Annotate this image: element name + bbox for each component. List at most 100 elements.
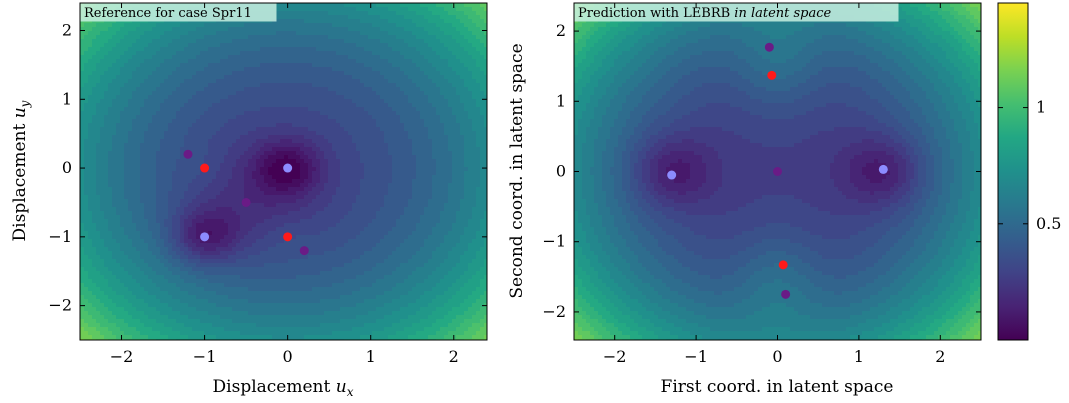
heatmap-cell: [256, 67, 261, 72]
heatmap-cell: [396, 35, 401, 40]
heatmap-cell: [172, 131, 177, 136]
heatmap-cell: [240, 79, 245, 84]
heatmap-cell: [196, 87, 201, 92]
heatmap-cell: [228, 99, 233, 104]
heatmap-cell: [328, 111, 333, 116]
heatmap-cell: [120, 111, 125, 116]
heatmap-cell: [156, 75, 161, 80]
heatmap-cell: [184, 39, 189, 44]
heatmap-cell: [396, 71, 401, 76]
heatmap-cell: [452, 187, 457, 192]
heatmap-cell: [452, 55, 457, 60]
heatmap-cell: [436, 111, 441, 116]
heatmap-cell: [96, 47, 101, 52]
heatmap-cell: [384, 119, 389, 124]
heatmap-cell: [252, 103, 257, 108]
heatmap-cell: [260, 163, 265, 168]
heatmap-cell: [128, 163, 133, 168]
heatmap-cell: [468, 87, 473, 92]
heatmap-cell: [276, 79, 281, 84]
heatmap-cell: [88, 71, 93, 76]
heatmap-cell: [248, 35, 253, 40]
heatmap-cell: [304, 3, 309, 8]
heatmap-cell: [160, 107, 165, 112]
heatmap-cell: [120, 127, 125, 132]
heatmap-cell: [140, 175, 145, 180]
heatmap-cell: [268, 111, 273, 116]
heatmap-cell: [228, 167, 233, 172]
heatmap-cell: [384, 35, 389, 40]
heatmap-cell: [172, 95, 177, 100]
heatmap-cell: [476, 115, 481, 120]
heatmap-cell: [248, 163, 253, 168]
heatmap-cell: [120, 167, 125, 172]
heatmap-cell: [184, 171, 189, 176]
heatmap-cell: [236, 87, 241, 92]
heatmap-cell: [100, 67, 105, 72]
heatmap-cell: [168, 187, 173, 192]
heatmap-cell: [304, 183, 309, 188]
heatmap-cell: [424, 143, 429, 148]
heatmap-cell: [288, 175, 293, 180]
heatmap-cell: [356, 163, 361, 168]
heatmap-cell: [344, 3, 349, 8]
heatmap-cell: [92, 31, 97, 36]
heatmap-cell: [176, 143, 181, 148]
heatmap-cell: [240, 55, 245, 60]
heatmap-cell: [368, 183, 373, 188]
heatmap-cell: [404, 79, 409, 84]
heatmap-cell: [284, 179, 289, 184]
heatmap-cell: [348, 39, 353, 44]
heatmap-cell: [88, 31, 93, 36]
heatmap-cell: [392, 83, 397, 88]
heatmap-cell: [240, 179, 245, 184]
heatmap-cell: [212, 175, 217, 180]
heatmap-cell: [88, 23, 93, 28]
heatmap-cell: [368, 127, 373, 132]
heatmap-cell: [444, 31, 449, 36]
heatmap-cell: [276, 59, 281, 64]
heatmap-cell: [88, 95, 93, 100]
heatmap-cell: [212, 183, 217, 188]
heatmap-cell: [256, 63, 261, 68]
heatmap-cell: [476, 31, 481, 36]
heatmap-cell: [356, 31, 361, 36]
heatmap-cell: [440, 123, 445, 128]
heatmap-cell: [280, 71, 285, 76]
heatmap-cell: [208, 163, 213, 168]
heatmap-cell: [304, 39, 309, 44]
heatmap-cell: [208, 123, 213, 128]
heatmap-cell: [448, 135, 453, 140]
heatmap-cell: [300, 43, 305, 48]
heatmap-cell: [96, 127, 101, 132]
heatmap-cell: [464, 131, 469, 136]
heatmap-cell: [452, 195, 457, 200]
heatmap-cell: [184, 135, 189, 140]
heatmap-cell: [228, 123, 233, 128]
heatmap-cell: [208, 79, 213, 84]
heatmap-cell: [472, 75, 477, 80]
heatmap-cell: [236, 91, 241, 96]
heatmap-cell: [252, 75, 257, 80]
heatmap-cell: [424, 115, 429, 120]
heatmap-cell: [388, 39, 393, 44]
heatmap-cell: [312, 147, 317, 152]
heatmap-cell: [448, 99, 453, 104]
heatmap-cell: [112, 71, 117, 76]
heatmap-cell: [180, 119, 185, 124]
heatmap-cell: [236, 59, 241, 64]
heatmap-cell: [96, 147, 101, 152]
heatmap-cell: [220, 95, 225, 100]
heatmap-cell: [204, 35, 209, 40]
heatmap-cell: [484, 39, 487, 44]
heatmap-cell: [484, 51, 487, 56]
heatmap-cell: [292, 3, 297, 8]
heatmap-cell: [112, 175, 117, 180]
heatmap-cell: [340, 111, 345, 116]
heatmap-cell: [288, 119, 293, 124]
heatmap-cell: [400, 115, 405, 120]
heatmap-cell: [448, 139, 453, 144]
heatmap-cell: [108, 171, 113, 176]
heatmap-cell: [100, 171, 105, 176]
heatmap-cell: [160, 91, 165, 96]
